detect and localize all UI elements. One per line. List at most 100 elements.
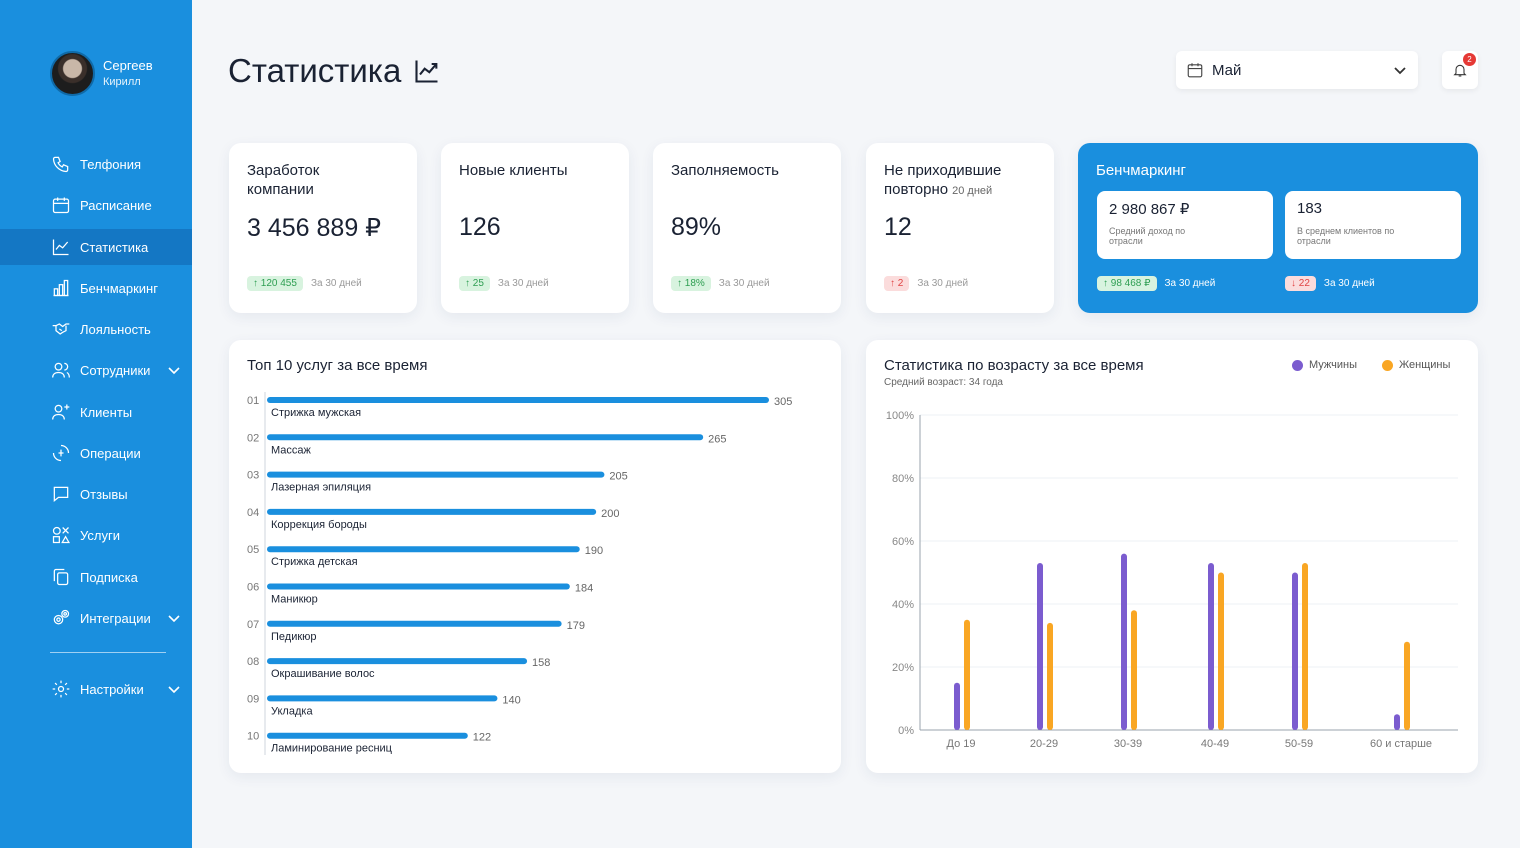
occupancy-card: Заполняемость 89% ↑ 18% За 30 дней [653,143,841,313]
sidebar-item-operations[interactable]: Операции [0,435,192,471]
rank-label: 06 [247,582,259,594]
month-select[interactable]: Май [1176,51,1418,89]
sidebar: Сергеев Кирилл Телфония Расписание Стати… [0,0,192,848]
calendar-icon [51,195,71,215]
y-tick-label: 100% [886,410,914,422]
legend-dot [1292,359,1303,371]
delta-badge: ↑ 25 [459,276,490,291]
period-label: За 30 дней [310,278,362,289]
sidebar-item-benchmarking[interactable]: Бенчмаркинг [0,270,192,306]
phone-icon [51,154,71,174]
users-icon [51,360,71,380]
page-title: Статистика [228,52,441,90]
value-label: 190 [585,545,603,557]
sidebar-item-loyalty[interactable]: Лояльность [0,311,192,347]
sidebar-item-reviews[interactable]: Отзывы [0,476,192,512]
card-title-text: Не приходившие повторно [884,162,1002,198]
delta-badge: ↑ 120 455 [247,276,303,291]
rank-label: 07 [247,619,259,631]
sidebar-item-label: Отзывы [80,486,128,502]
sidebar-item-label: Подписка [80,569,138,585]
x-tick-label: 20-29 [1030,738,1058,750]
age-chart: 0% 20% 40% 60% 80% 100% До 19 20-29 30-39 40-49 50… [886,410,1458,750]
category-label: Лазерная эпиляция [271,482,371,494]
card-title: Заработок компании [247,162,320,198]
bar-chart-icon [51,278,71,298]
copy-icon [51,567,71,587]
chat-icon [51,484,71,504]
value-label: 158 [532,657,550,669]
category-label: Стрижка детская [271,556,358,568]
category-label: Окрашивание волос [271,668,375,680]
sidebar-item-label: Сотрудники [80,362,151,378]
service-bar [267,732,468,739]
chevron-down-icon [1392,62,1408,78]
y-tick-label: 0% [898,725,914,737]
value-label: 305 [774,396,792,408]
handshake-icon [51,319,71,339]
chart-subtitle: Средний возраст: 34 года [884,377,1003,388]
sidebar-item-label: Телфония [80,156,142,172]
chart-title: Топ 10 услуг за все время [247,357,428,374]
user-last-name: Кирилл [103,75,141,88]
sidebar-item-subscription[interactable]: Подписка [0,559,192,595]
user-profile[interactable]: Сергеев Кирилл [50,51,153,96]
x-tick-label: 50-59 [1285,738,1313,750]
sidebar-item-settings[interactable]: Настройки [0,671,192,707]
x-tick-label: 60 и старше [1370,738,1432,750]
service-bar [267,397,769,403]
sidebar-item-employees[interactable]: Сотрудники [0,352,192,388]
rank-label: 05 [247,544,259,556]
rank-label: 01 [247,395,259,407]
women-bar [1302,563,1308,730]
chart-line-icon [415,60,438,83]
sidebar-item-schedule[interactable]: Расписание [0,187,192,223]
chevron-down-icon[interactable] [166,362,182,378]
value-label: 140 [502,694,520,706]
service-bar [267,583,570,590]
women-bar [1047,622,1053,730]
legend-label: Мужчины [1309,359,1358,371]
sidebar-item-label: Настройки [80,681,144,697]
card-title: Заполняемость [671,162,779,179]
legend-women: Женщины [1382,359,1450,371]
new-clients-card: Новые клиенты 126 ↑ 25 За 30 дней [441,143,629,313]
benchmark-clients-box: 183 В среднем клиентов по отрасли [1285,191,1461,259]
sidebar-item-label: Расписание [80,197,152,213]
service-bar [267,546,580,553]
value-label: 205 [609,471,627,483]
bell-icon [1453,64,1467,77]
notifications-button[interactable]: 2 [1442,51,1478,89]
x-tick-label: До 19 [947,738,976,750]
period-label: За 30 дней [1164,278,1216,289]
sidebar-item-telephony[interactable]: Телфония [0,146,192,182]
card-value: 3 456 889 ₽ [247,214,382,242]
card-value: 12 [884,213,912,241]
y-tick-label: 40% [892,599,914,611]
legend-men: Мужчины [1292,359,1357,371]
delta-badge: ↓ 22 [1285,276,1316,291]
rank-label: 02 [247,432,259,444]
men-bar [954,682,960,730]
service-bar [267,434,704,441]
month-select-value: Май [1212,61,1242,79]
category-label: Маникюр [271,594,318,606]
settings-icon [51,679,71,699]
category-label: Педикюр [271,631,317,643]
legend-label: Женщины [1399,359,1451,371]
sidebar-item-integrations[interactable]: Интеграции [0,600,192,636]
value-label: 200 [601,508,619,520]
chevron-down-icon[interactable] [166,681,182,697]
value-label: 179 [567,620,585,632]
sidebar-item-statistics[interactable]: Статистика [0,229,192,265]
value-label: 122 [473,732,491,744]
x-tick-label: 40-49 [1201,738,1229,750]
category-label: Ламинирование ресниц [271,743,393,755]
top-services-chart: 01 305 Стрижка мужская 02 265 Массаж 03 205 Лазе… [247,392,792,755]
sidebar-item-clients[interactable]: Клиенты [0,394,192,430]
chevron-down-icon[interactable] [166,610,182,626]
sidebar-item-services[interactable]: Услуги [0,517,192,553]
card-title: Новые клиенты [459,162,568,179]
gears-icon [51,608,71,628]
no-return-card: Не приходившие повторно 20 дней 12 ↑ 2 За… [866,143,1054,313]
